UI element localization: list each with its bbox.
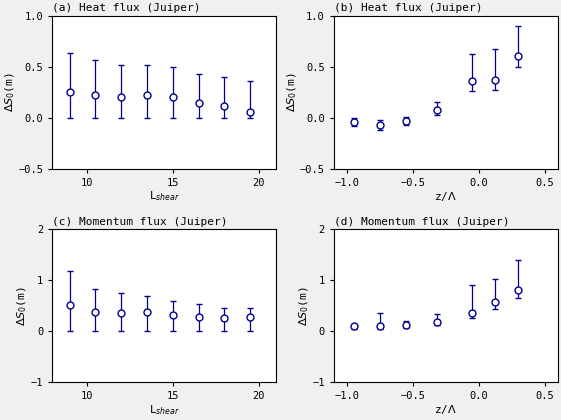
X-axis label: z/$\Lambda$: z/$\Lambda$	[434, 403, 457, 416]
Text: (d) Momentum flux (Juiper): (d) Momentum flux (Juiper)	[334, 217, 509, 227]
Text: (c) Momentum flux (Juiper): (c) Momentum flux (Juiper)	[52, 217, 228, 227]
X-axis label: L$_{shear}$: L$_{shear}$	[149, 189, 180, 203]
Y-axis label: $\Delta S_0$(m): $\Delta S_0$(m)	[297, 286, 311, 326]
Text: (a) Heat flux (Juiper): (a) Heat flux (Juiper)	[52, 3, 201, 13]
Text: (b) Heat flux (Juiper): (b) Heat flux (Juiper)	[334, 3, 482, 13]
Y-axis label: $\Delta S_0$(m): $\Delta S_0$(m)	[3, 72, 17, 112]
X-axis label: L$_{shear}$: L$_{shear}$	[149, 403, 180, 417]
Y-axis label: $\Delta S_0$(m): $\Delta S_0$(m)	[285, 72, 298, 112]
X-axis label: z/$\Lambda$: z/$\Lambda$	[434, 189, 457, 202]
Y-axis label: $\Delta S_0$(m): $\Delta S_0$(m)	[16, 286, 29, 326]
